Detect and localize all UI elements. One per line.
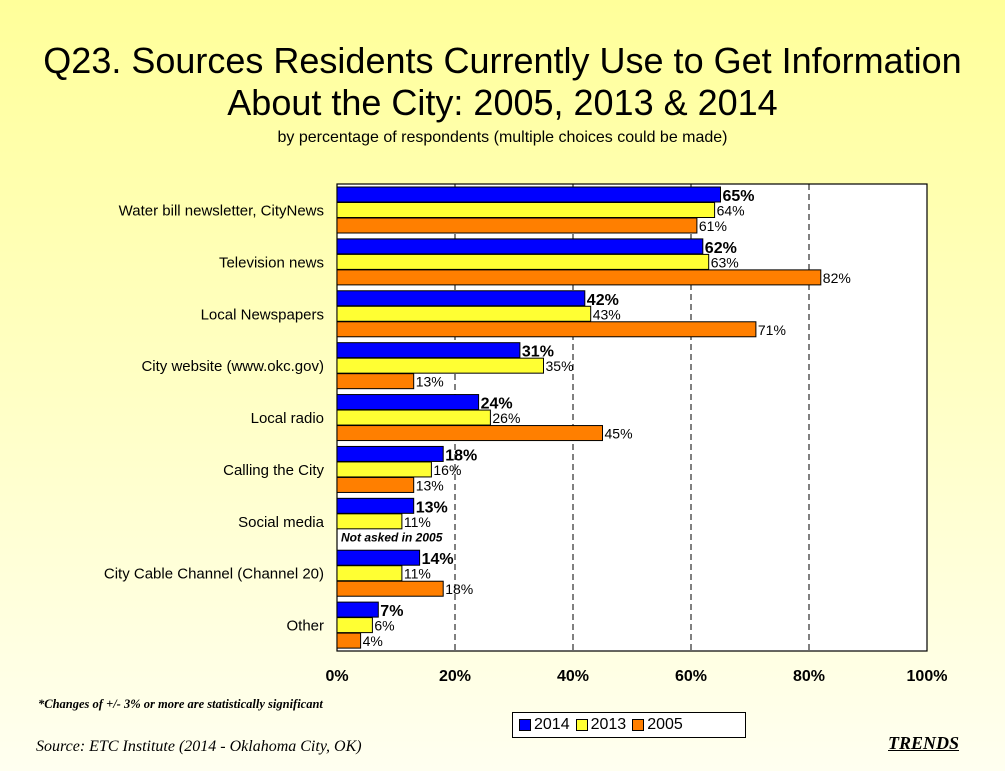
data-label-2005: 45%	[605, 426, 633, 442]
bar-2005	[336, 425, 603, 442]
data-label-2013: 64%	[717, 203, 745, 219]
category-label: Local radio	[251, 410, 324, 427]
trends-link[interactable]: TRENDS	[888, 733, 960, 753]
bar-2013	[336, 253, 710, 270]
chart-legend: 2014 2013 2005	[512, 712, 746, 738]
x-tick-label: 100%	[907, 668, 948, 685]
bar-2014	[336, 238, 704, 255]
data-label-2005: 13%	[416, 374, 444, 390]
data-label-2014: 18%	[445, 447, 477, 464]
legend-label-2014: 2014	[534, 716, 570, 733]
category-label: Water bill newsletter, CityNews	[119, 203, 324, 220]
title-line-2: About the City: 2005, 2013 & 2014	[227, 82, 778, 123]
bar-2014	[336, 186, 721, 203]
legend-item-2005: 2005	[632, 716, 683, 734]
bar-2014	[336, 549, 421, 566]
data-label-2005: 4%	[363, 633, 383, 649]
data-label-2014: 42%	[587, 292, 619, 309]
bar-2013	[336, 357, 544, 374]
bar-2014	[336, 445, 444, 462]
not-asked-annotation: Not asked in 2005	[341, 530, 443, 544]
bar-2013	[336, 461, 432, 478]
bar-2013	[336, 409, 491, 426]
data-label-2005: 18%	[445, 581, 473, 597]
legend-swatch-2014	[519, 719, 531, 731]
data-label-2014: 7%	[380, 603, 403, 620]
bar-2005	[336, 476, 415, 493]
chart-subtitle: by percentage of respondents (multiple c…	[277, 129, 728, 146]
category-label: Calling the City	[223, 462, 324, 479]
data-label-2013: 11%	[404, 514, 431, 530]
legend-item-2014: 2014	[519, 716, 570, 734]
x-tick-label: 40%	[557, 668, 589, 685]
x-tick-label: 60%	[675, 668, 707, 685]
bar-2013	[336, 513, 403, 530]
bar-2005	[336, 580, 444, 597]
data-label-2013: 35%	[546, 358, 574, 374]
bar-2014	[336, 342, 521, 359]
data-label-2014: 62%	[705, 240, 737, 257]
bar-2014	[336, 394, 480, 411]
category-label: Other	[286, 618, 324, 635]
data-label-2013: 26%	[492, 410, 520, 426]
legend-swatch-2013	[575, 719, 588, 731]
bar-2013	[336, 617, 373, 634]
category-label: Social media	[238, 514, 325, 531]
category-label: City website (www.okc.gov)	[141, 358, 324, 375]
data-label-2013: 11%	[404, 566, 431, 582]
data-label-2005: 61%	[699, 218, 727, 234]
data-label-2013: 43%	[593, 306, 621, 322]
data-label-2005: 71%	[758, 322, 786, 338]
bar-2014	[336, 601, 379, 618]
legend-swatch-2005	[632, 719, 645, 731]
legend-item-2013: 2013	[575, 716, 627, 734]
legend-label-2013: 2013	[590, 716, 627, 733]
x-tick-label: 20%	[439, 668, 471, 685]
data-label-2005: 13%	[416, 477, 444, 493]
bar-2005	[336, 632, 362, 649]
category-label: City Cable Channel (Channel 20)	[104, 566, 324, 583]
x-tick-label: 80%	[793, 668, 825, 685]
bar-2013	[336, 202, 716, 218]
bar-2005	[336, 269, 822, 286]
data-label-2014: 65%	[723, 188, 755, 205]
data-label-2014: 24%	[481, 396, 513, 413]
data-label-2013: 63%	[711, 254, 739, 270]
significance-note: *Changes of +/- 3% or more are statistic…	[38, 697, 323, 711]
bar-2005	[336, 373, 415, 390]
bar-2005	[336, 217, 698, 234]
bar-2014	[336, 290, 586, 307]
bar-2005	[336, 321, 757, 338]
legend-label-2005: 2005	[647, 716, 683, 733]
chart-title: Q23. Sources Residents Currently Use to …	[0, 40, 1005, 124]
title-line-1: Q23. Sources Residents Currently Use to …	[43, 40, 962, 81]
category-label: Local Newspapers	[201, 306, 324, 323]
bar-2013	[336, 305, 592, 322]
bar-2014	[336, 497, 415, 514]
source-note: Source: ETC Institute (2014 - Oklahoma C…	[36, 738, 362, 755]
data-label-2014: 31%	[522, 344, 554, 361]
data-label-2013: 16%	[433, 462, 461, 478]
x-tick-label: 0%	[325, 668, 348, 685]
data-label-2014: 14%	[422, 551, 454, 568]
category-label: Television news	[219, 254, 324, 271]
data-label-2014: 13%	[416, 499, 448, 516]
bar-2013	[336, 565, 403, 582]
data-label-2013: 6%	[374, 618, 394, 634]
data-label-2005: 82%	[823, 270, 851, 286]
